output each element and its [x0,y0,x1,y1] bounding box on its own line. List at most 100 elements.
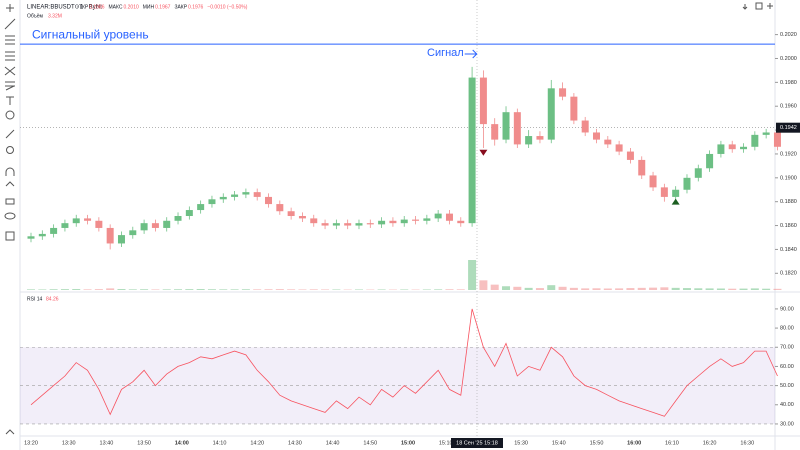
volume-bar [230,289,239,290]
candle-body [378,220,386,225]
volume-bar [49,289,58,290]
candle-body [72,218,80,224]
volume-bar [83,289,92,290]
candle-body [208,199,216,205]
layers-tool[interactable] [5,429,15,435]
candle-body [106,227,114,244]
toolbar[interactable] [4,0,21,450]
price-tick-label: 0.1920 [780,151,797,157]
volume-bar [354,289,363,290]
time-tick-label: 14:50 [363,440,377,446]
magnet-tool[interactable] [5,167,15,176]
crosshair-label-box [451,438,503,448]
volume-bar [716,288,725,290]
candle-body [231,194,239,197]
rsi-tick-label: 40.00 [780,402,794,408]
candle-body [332,223,340,226]
volume-bar [219,289,228,290]
text-tool[interactable] [6,96,14,105]
volume-bar [626,288,635,290]
price-tick-label: 0.1900 [780,175,797,181]
volume-bar [106,288,115,290]
candle-body [717,144,725,154]
collapse-button[interactable] [742,4,748,10]
header-key: ОТКР [75,4,89,10]
candle-body [502,112,510,140]
maximize-button[interactable] [755,2,763,10]
brush-tool[interactable] [5,85,15,91]
volume-bar [581,288,590,290]
volume-bar [38,289,47,290]
volume-label: Объём [27,13,43,19]
settings-button[interactable] [767,3,773,9]
candle-body [287,211,295,217]
candle-body [638,159,646,176]
volume-bar [422,289,431,290]
volume-bar [332,289,341,290]
candle-body [298,216,306,219]
header-value: 0.1986 [89,4,105,10]
candle-body [683,177,691,190]
time-tick-label: 14:30 [288,440,302,446]
candle-body [615,144,623,152]
candle-body [626,151,634,160]
candle-body [513,112,521,145]
last-price-box [776,122,800,133]
crosshair-label: 18 Сен '25 15:18 [456,440,498,446]
draw-mode-tool[interactable] [5,181,15,187]
lock-tool[interactable] [5,198,15,205]
volume-bar [728,288,737,290]
volume-bar [151,289,160,290]
price-tick-label: 0.2000 [780,56,797,62]
rsi-band [20,347,775,424]
time-tick-label: 13:20 [24,440,38,446]
price-tick-label: 0.1820 [780,271,797,277]
volume-bar [140,289,149,290]
volume-bar [128,289,137,290]
volume-bar [27,289,35,290]
delete-tool[interactable] [5,231,15,241]
candle-body [242,192,250,195]
price-tick-label: 0.2020 [780,32,797,38]
window-controls[interactable] [742,2,773,10]
candle-body [468,77,476,224]
volume-bar [773,288,782,290]
signal-level-text: Сигнальный уровень [32,27,149,41]
candle-body [38,233,46,237]
zoom-tool[interactable] [6,146,14,154]
pattern-tool[interactable] [5,51,15,61]
volume-bar [762,288,771,290]
candle-body [762,132,770,135]
candle-body [117,235,125,244]
trendline-tool[interactable] [4,18,16,30]
volume-bar [705,288,714,290]
crosshair-tool[interactable] [6,4,14,12]
time-tick-label: 15:50 [590,440,604,446]
volume-bar [196,289,205,290]
candle-body [649,175,657,188]
hide-tool[interactable] [4,212,16,220]
header-key: ЗАКР [174,4,187,10]
fib-tool[interactable] [5,35,15,45]
volume-bar [207,289,216,290]
volume-bar [185,289,194,290]
candle-body [321,223,329,226]
emoji-tool[interactable] [5,110,15,120]
volume-bar [117,289,126,290]
signal-text: Сигнал [427,47,464,59]
time-tick-label: 15:10 [439,440,453,446]
candle-body [253,192,261,197]
rsi-tick-label: 90.00 [780,306,794,312]
ruler-tool[interactable] [5,129,15,139]
time-tick-label: 16:30 [740,440,754,446]
projection-tool[interactable] [4,66,16,76]
candle-body [197,204,205,211]
volume-bar [162,289,171,290]
symbol: LINEAR:BBUSDT · 1 · Bybit [27,5,102,11]
candle-body [706,153,714,169]
volume-bar [287,289,296,290]
candle-body [219,196,227,200]
last-price-label: 0.1942 [780,125,797,131]
candle-body [559,88,567,97]
